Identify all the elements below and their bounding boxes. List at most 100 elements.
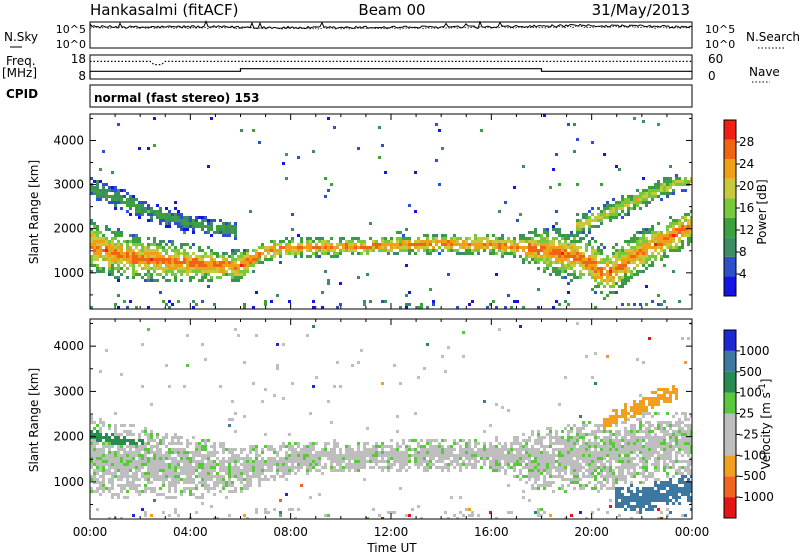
- velocity-cell: [396, 457, 399, 460]
- power-cell: [642, 270, 645, 273]
- power-cell: [168, 255, 171, 258]
- velocity-cell: [660, 388, 663, 391]
- velocity-cell: [240, 457, 243, 460]
- velocity-cell: [642, 430, 645, 433]
- power-cell: [615, 201, 618, 204]
- velocity-cell: [609, 466, 612, 469]
- power-cell: [177, 270, 180, 273]
- power-cell: [390, 246, 393, 249]
- power-cell: [435, 159, 438, 162]
- velocity-cell: [462, 355, 465, 358]
- power-cell: [567, 237, 570, 240]
- power-cell: [195, 303, 198, 306]
- power-cell: [141, 213, 144, 216]
- power-cell: [105, 237, 108, 240]
- power-cell: [255, 258, 258, 261]
- power-cell: [159, 210, 162, 213]
- power-cell: [588, 222, 591, 225]
- power-cell: [156, 243, 159, 246]
- power-cell: [624, 255, 627, 258]
- velocity-cell: [594, 430, 597, 433]
- velocity-cell: [96, 481, 99, 484]
- power-cell: [381, 240, 384, 243]
- power-cell: [315, 246, 318, 249]
- velocity-cell: [147, 481, 150, 484]
- velocity-cell: [123, 469, 126, 472]
- velocity-cell: [141, 445, 144, 448]
- velocity-cell: [252, 448, 255, 451]
- power-cell: [363, 300, 366, 303]
- velocity-cell: [660, 511, 663, 514]
- power-cell: [657, 231, 660, 234]
- velocity-cell: [690, 448, 692, 451]
- velocity-cell: [246, 466, 249, 469]
- velocity-cell: [108, 439, 111, 442]
- power-cell: [600, 267, 603, 270]
- velocity-cell: [186, 472, 189, 475]
- velocity-cell: [375, 451, 378, 454]
- velocity-cell: [99, 451, 102, 454]
- power-cell: [552, 237, 555, 240]
- velocity-cell: [543, 469, 546, 472]
- power-cell: [120, 252, 123, 255]
- power-cell: [666, 183, 669, 186]
- power-cell: [213, 252, 216, 255]
- velocity-cell: [162, 469, 165, 472]
- power-cell: [534, 243, 537, 246]
- velocity-cell: [561, 454, 564, 457]
- power-cell: [330, 246, 333, 249]
- velocity-cell: [636, 472, 639, 475]
- power-cell: [639, 252, 642, 255]
- power-cell: [525, 255, 528, 258]
- power-cell: [129, 207, 132, 210]
- velocity-cell: [228, 451, 231, 454]
- velocity-cell: [144, 451, 147, 454]
- velocity-cell: [582, 472, 585, 475]
- velocity-cell: [111, 433, 114, 436]
- velocity-cell: [453, 514, 456, 517]
- velocity-cell: [240, 478, 243, 481]
- velocity-cell: [99, 466, 102, 469]
- velocity-cell: [276, 451, 279, 454]
- power-cell: [588, 225, 591, 228]
- power-cell: [432, 237, 435, 240]
- power-cell: [390, 237, 393, 240]
- power-cell: [561, 261, 564, 264]
- velocity-cell: [93, 442, 96, 445]
- power-cell: [234, 258, 237, 261]
- velocity-cell: [264, 388, 267, 391]
- power-cell: [546, 255, 549, 258]
- velocity-cell: [591, 376, 594, 379]
- power-cell: [153, 240, 156, 243]
- power-cell: [666, 186, 669, 189]
- power-cell: [291, 246, 294, 249]
- velocity-cell: [213, 466, 216, 469]
- velocity-cell: [90, 454, 93, 457]
- power-cell: [522, 258, 525, 261]
- velocity-cell: [204, 439, 207, 442]
- power-cell: [675, 246, 678, 249]
- power-cell: [507, 252, 510, 255]
- velocity-cell: [669, 427, 672, 430]
- power-cell: [204, 255, 207, 258]
- velocity-cell: [213, 454, 216, 457]
- velocity-cell: [243, 460, 246, 463]
- velocity-cell: [669, 511, 672, 514]
- velocity-cell: [624, 433, 627, 436]
- velocity-cell: [669, 445, 672, 448]
- power-cell: [573, 123, 576, 126]
- velocity-cell: [687, 454, 690, 457]
- power-cell: [90, 237, 93, 240]
- velocity-cell: [126, 460, 129, 463]
- velocity-cell: [675, 436, 678, 439]
- power-cell: [612, 207, 615, 210]
- power-cell: [666, 189, 669, 192]
- velocity-cell: [600, 484, 603, 487]
- velocity-cell: [441, 457, 444, 460]
- power-cell: [582, 261, 585, 264]
- power-cell: [624, 198, 627, 201]
- power-cell: [600, 273, 603, 276]
- velocity-cell: [618, 472, 621, 475]
- power-cell: [339, 303, 342, 306]
- power-cell: [144, 261, 147, 264]
